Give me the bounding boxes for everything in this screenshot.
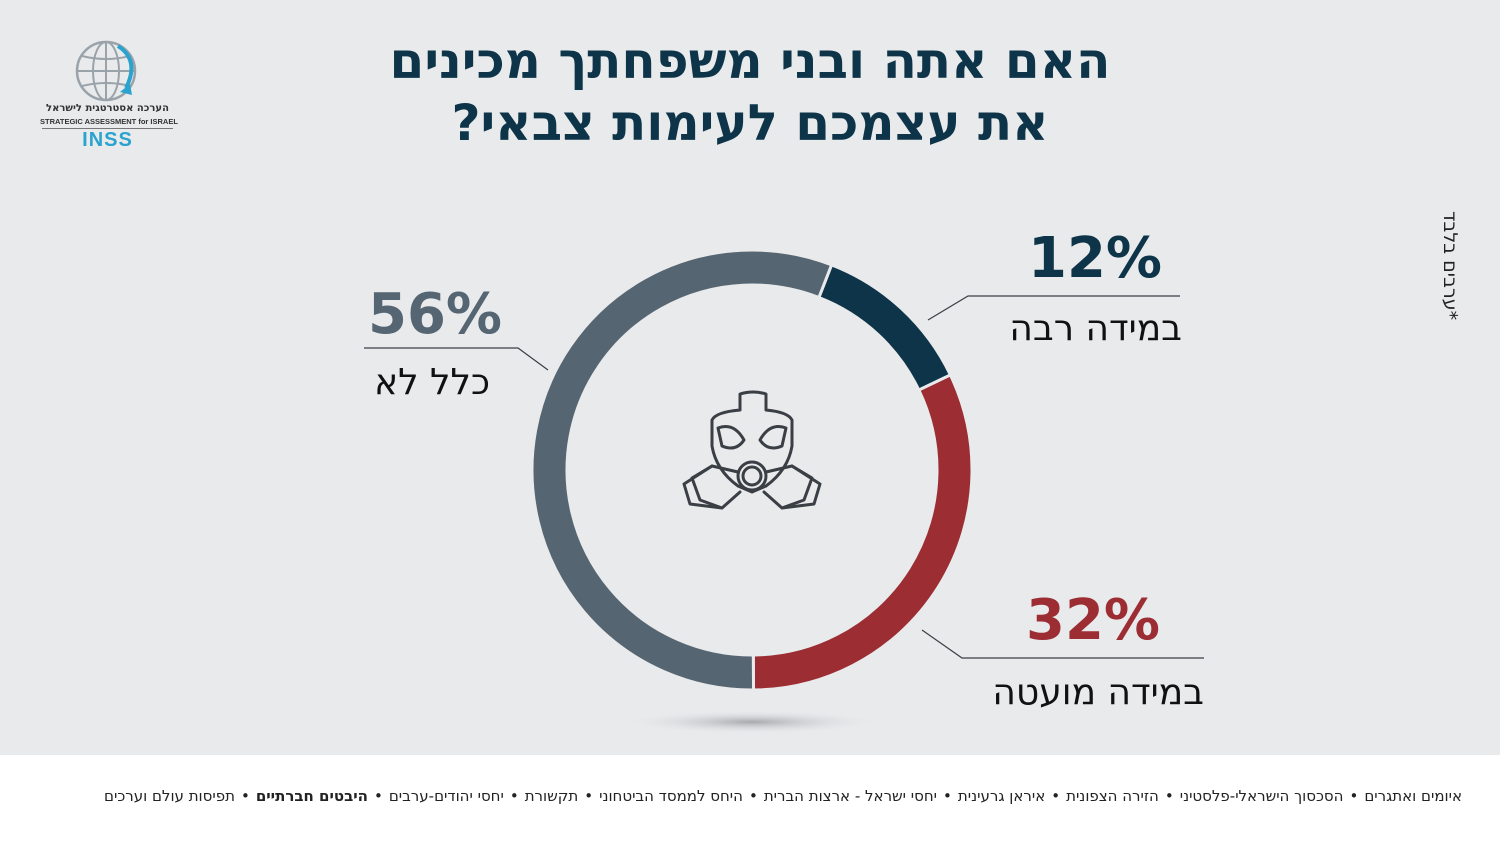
side-note: *ערבים בלבד	[1439, 210, 1461, 320]
topic-separator: •	[240, 787, 250, 805]
footer-topic-item[interactable]: יחסי יהודים-ערבים	[388, 787, 504, 805]
slice-label-high: במידה רבה	[1009, 308, 1182, 349]
topic-separator: •	[1164, 787, 1174, 805]
title-line-1: האם אתה ובני משפחתך מכינים	[389, 32, 1111, 90]
leader-line-low	[921, 629, 1204, 659]
leader-line-none	[364, 347, 549, 371]
topic-separator: •	[373, 787, 383, 805]
slice-value-none: 56%	[368, 282, 503, 347]
footer-topics: איומים ואתגרים • הסכסוך הישראלי-פלסטיני • הז…	[104, 787, 1462, 805]
title-line-2: את עצמכם לעימות צבאי?	[451, 94, 1049, 152]
gas-mask-icon	[682, 390, 822, 510]
globe-logo-icon	[75, 40, 137, 102]
inss-logo: הערכה אסטרטגית לישראל STRATEGIC ASSESSME…	[40, 40, 178, 155]
logo-hebrew-text: הערכה אסטרטגית לישראל	[46, 103, 169, 114]
logo-inss-text: INSS	[82, 129, 133, 151]
topic-separator: •	[1349, 787, 1359, 805]
footer-topic-item[interactable]: תקשורת	[524, 787, 579, 805]
donut-hole	[568, 286, 936, 654]
logo-english-text: STRATEGIC ASSESSMENT for ISRAEL	[40, 117, 178, 126]
topic-separator: •	[943, 787, 952, 805]
footer-topic-item[interactable]: איראן גרעינית	[957, 787, 1046, 805]
logo-divider	[42, 128, 173, 129]
slice-label-low: במידה מועטה	[992, 672, 1204, 713]
slice-none	[530, 248, 834, 692]
footer-bar: איומים ואתגרים • הסכסוך הישראלי-פלסטיני • הז…	[0, 755, 1500, 844]
slice-value-high: 12%	[1028, 226, 1163, 291]
footer-topic-item[interactable]: היבטים חברתיים	[255, 787, 368, 805]
topic-separator: •	[1051, 787, 1061, 805]
footer-topic-item[interactable]: תפיסות עולם וערכים	[104, 787, 235, 805]
topic-separator: •	[584, 787, 594, 805]
leader-line-high	[927, 295, 1180, 321]
chart-shadow	[622, 710, 882, 734]
footer-topic-item[interactable]: יחסי ישראל - ארצות הברית	[763, 787, 938, 805]
footer-topic-item[interactable]: איומים ואתגרים	[1364, 787, 1462, 805]
topic-separator: •	[509, 787, 519, 805]
footer-topic-item[interactable]: היחס לממסד הביטחוני	[599, 787, 743, 805]
chart-title: האם אתה ובני משפחתך מכינים את עצמכם לעימ…	[300, 30, 1200, 154]
footer-topic-item[interactable]: הסכסוך הישראלי-פלסטיני	[1179, 787, 1344, 805]
slice-value-low: 32%	[1026, 588, 1161, 653]
topic-separator: •	[748, 787, 758, 805]
slice-label-none: כלל לא	[374, 362, 490, 403]
donut-chart	[364, 248, 1204, 734]
footer-topic-item[interactable]: הזירה הצפונית	[1066, 787, 1159, 805]
